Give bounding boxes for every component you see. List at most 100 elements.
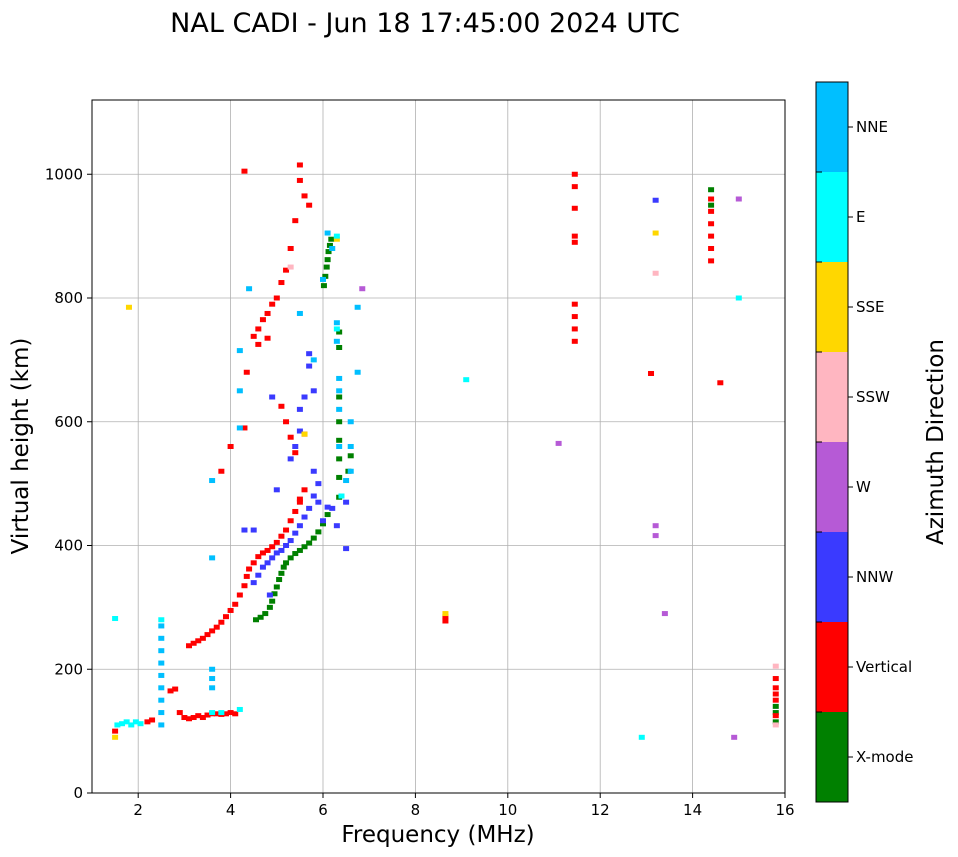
colorbar-segment	[816, 622, 848, 712]
echo-point	[301, 193, 308, 199]
echo-point	[329, 505, 336, 511]
echo-point	[708, 202, 715, 208]
x-tick-label: 2	[133, 801, 143, 819]
echo-point	[661, 611, 668, 617]
echo-point	[114, 722, 121, 728]
echo-point	[296, 406, 303, 412]
echo-point	[333, 320, 340, 326]
echo-point	[209, 666, 216, 672]
echo-point	[442, 618, 449, 624]
colorbar-segment	[816, 82, 848, 172]
echo-point	[278, 533, 285, 539]
echo-point	[463, 377, 470, 383]
echo-point	[250, 560, 257, 566]
echo-point	[336, 437, 343, 443]
echo-point	[255, 554, 262, 560]
echo-point	[181, 715, 188, 721]
echo-point	[772, 676, 779, 682]
echo-point	[158, 623, 165, 629]
echo-point	[347, 468, 354, 474]
echo-point	[296, 428, 303, 434]
echo-point	[320, 276, 326, 282]
colorbar-label-item: Vertical	[856, 658, 912, 676]
echo-point	[255, 341, 262, 347]
echo-point	[708, 187, 715, 193]
x-tick-label: 4	[226, 801, 236, 819]
colorbar-label-item: E	[856, 208, 865, 226]
echo-point	[442, 614, 449, 620]
colorbar-segment	[816, 442, 848, 532]
echo-point	[264, 547, 271, 553]
echo-point	[257, 614, 264, 620]
echo-point	[266, 604, 273, 610]
echo-point	[555, 440, 562, 446]
echo-point	[269, 555, 276, 561]
x-tick-label: 12	[591, 801, 610, 819]
echo-point	[278, 403, 285, 409]
echo-point	[213, 624, 220, 630]
echo-point	[333, 326, 340, 332]
echo-point	[273, 539, 280, 545]
echo-point	[571, 301, 578, 307]
echo-point	[326, 242, 333, 248]
echo-point	[320, 518, 326, 524]
echo-point	[271, 591, 278, 597]
echo-point	[259, 317, 266, 323]
echo-point	[772, 703, 779, 709]
echo-point	[338, 493, 345, 499]
echo-point	[296, 547, 303, 553]
echo-point	[186, 643, 193, 649]
echo-point	[571, 239, 578, 245]
echo-point	[259, 550, 266, 556]
echo-point	[158, 648, 165, 654]
echo-point	[652, 230, 659, 236]
echo-point	[236, 592, 243, 598]
echo-point	[278, 547, 285, 553]
echo-point	[772, 697, 779, 703]
colorbar-label-item: SSW	[856, 388, 890, 406]
echo-point	[158, 672, 165, 678]
echo-point	[772, 685, 779, 691]
echo-point	[343, 499, 350, 505]
echo-point	[336, 388, 343, 394]
echo-point	[301, 394, 308, 400]
echo-point	[652, 197, 659, 203]
echo-point	[287, 538, 294, 544]
echo-point	[354, 304, 361, 310]
echo-point	[328, 236, 335, 242]
echo-point	[296, 162, 303, 168]
echo-point	[336, 444, 343, 449]
echo-point	[158, 635, 165, 641]
echo-point	[253, 617, 260, 623]
echo-point	[283, 527, 290, 533]
azimuth-colorbar: X-mode Vertical NNW W SSW SSE E NNE	[815, 81, 913, 803]
echo-point	[186, 716, 193, 722]
echo-point	[246, 566, 253, 572]
colorbar-segment	[816, 712, 848, 802]
echo-point	[232, 711, 239, 717]
echo-point	[343, 546, 350, 552]
chart-title: NAL CADI - Jun 18 17:45:00 2024 UTC	[170, 8, 680, 39]
echo-point	[708, 208, 715, 214]
series-e	[112, 233, 742, 740]
echo-point	[652, 523, 659, 529]
y-axis-label: Virtual height (km)	[8, 338, 34, 555]
echo-point	[306, 363, 313, 369]
echo-point	[347, 444, 354, 449]
echo-point	[571, 233, 578, 239]
echo-point	[222, 711, 229, 717]
echo-point	[199, 715, 206, 721]
echo-point	[273, 550, 280, 556]
echo-point	[218, 710, 225, 716]
echo-point	[333, 236, 340, 242]
echo-point	[259, 564, 266, 570]
echo-point	[292, 551, 299, 557]
series-ssw	[287, 264, 779, 728]
echo-point	[158, 722, 165, 728]
echo-point	[287, 264, 294, 270]
echo-point	[333, 523, 340, 529]
series-vertical	[112, 162, 779, 734]
y-tick-label: 800	[54, 289, 83, 307]
x-tick-label: 8	[411, 801, 421, 819]
